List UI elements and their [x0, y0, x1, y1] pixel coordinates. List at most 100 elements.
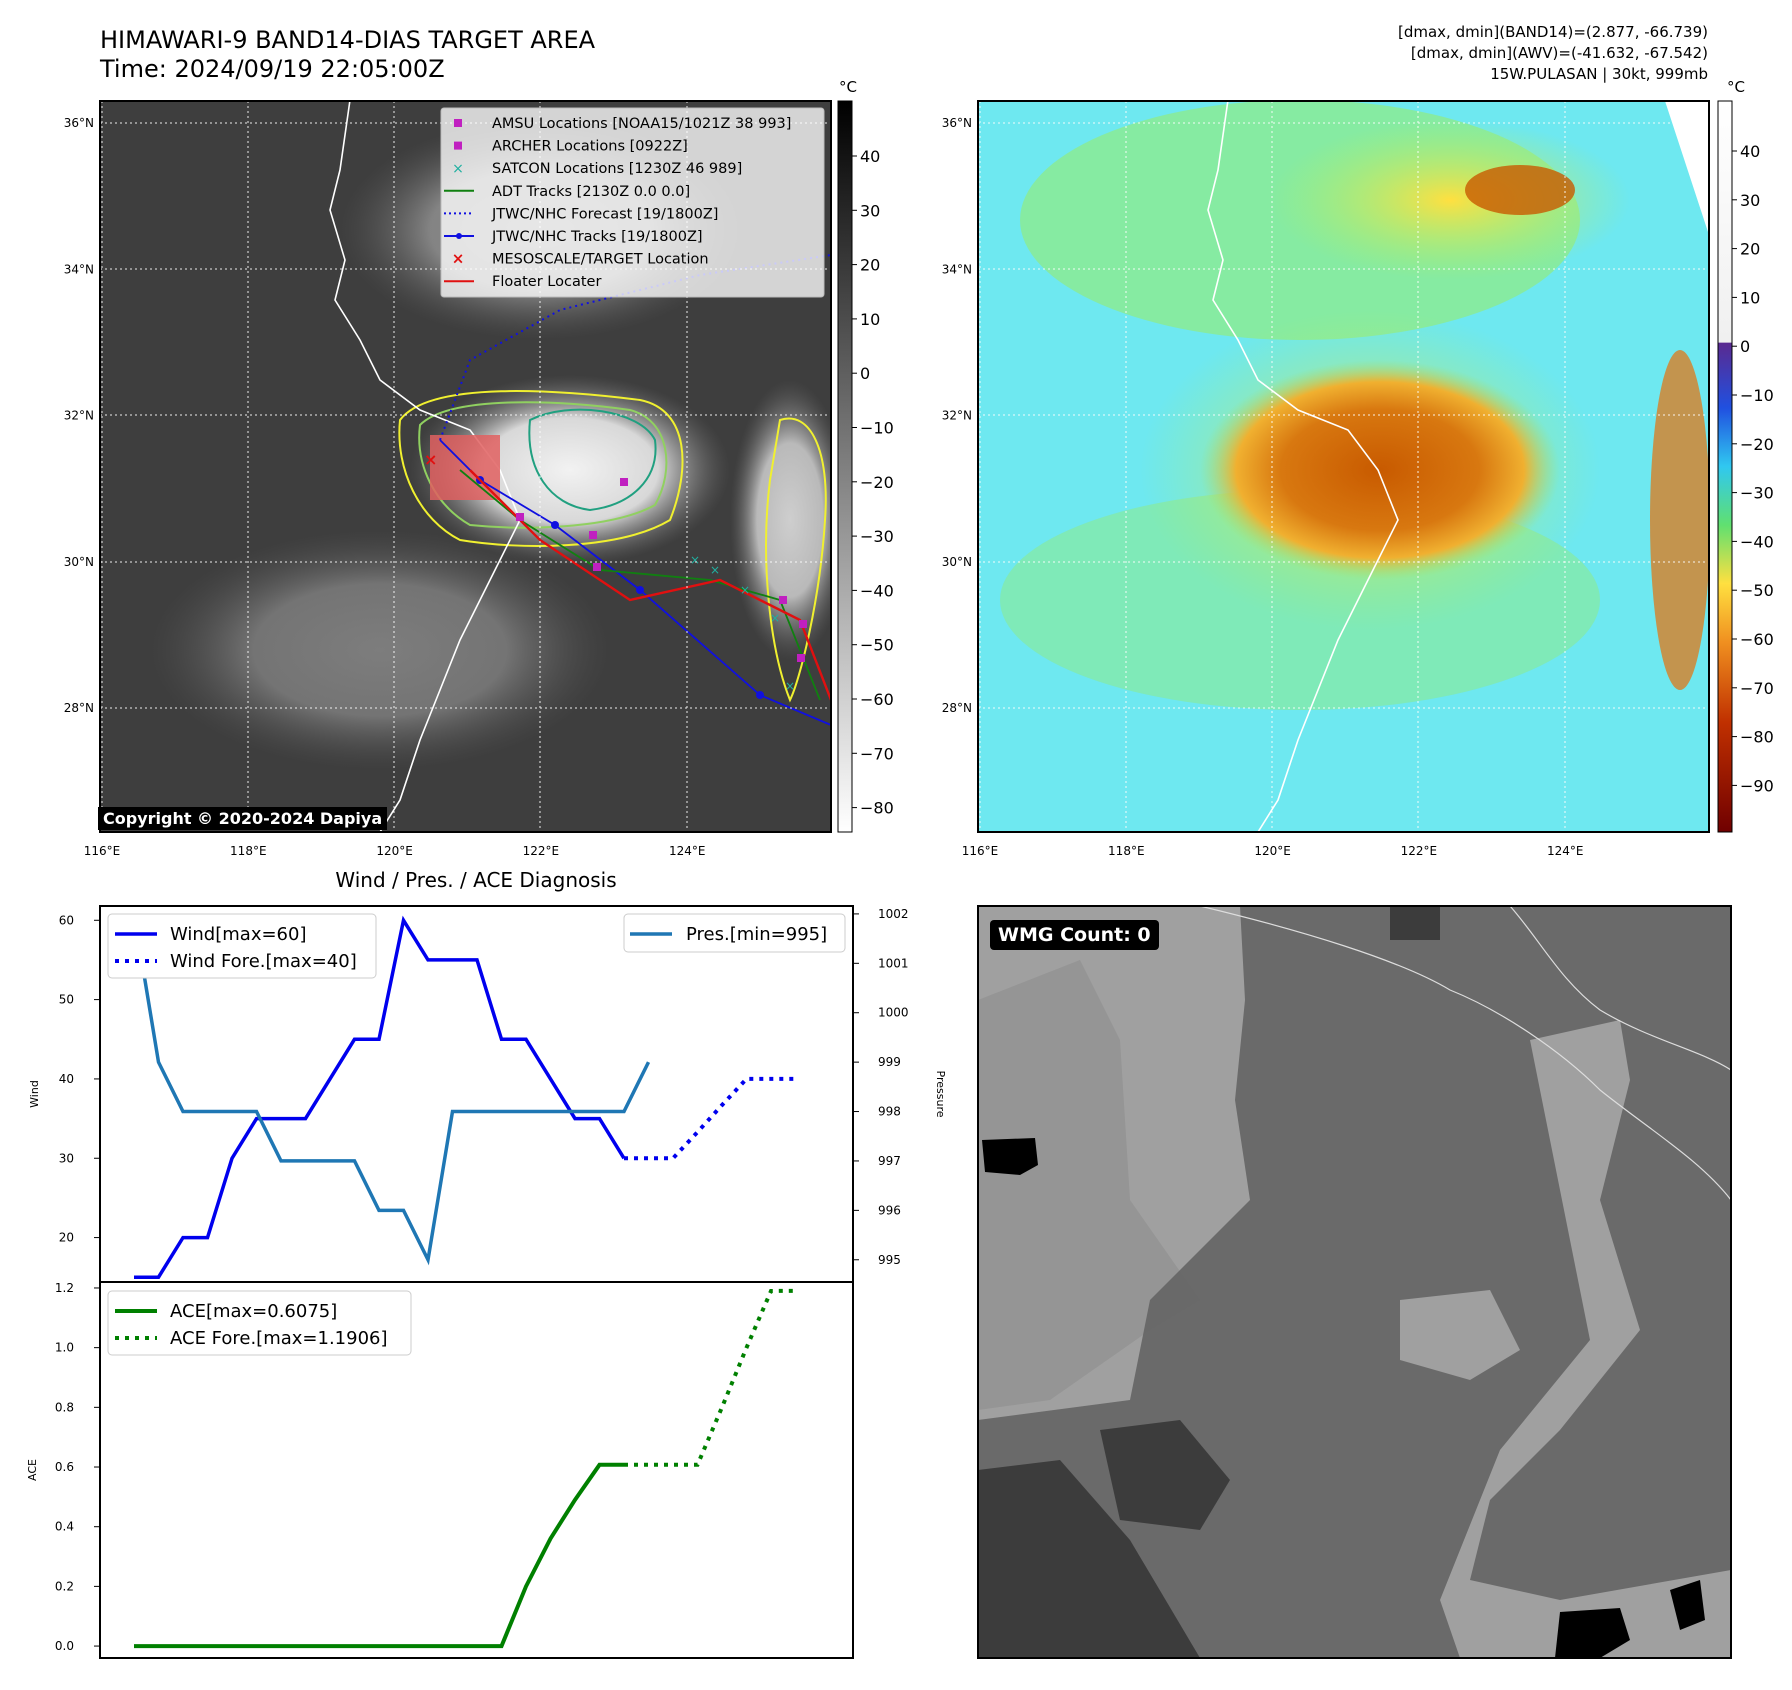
svg-text:×: ×	[690, 553, 700, 567]
ir-cbar-tick-label: −40	[860, 581, 894, 600]
diagnosis-title: Wind / Pres. / ACE Diagnosis	[335, 868, 616, 892]
wind-legend-box	[107, 913, 377, 979]
ir-cbar-tick-label: 0	[860, 364, 870, 383]
pressure-legend-label: Pres.[min=995]	[686, 924, 827, 945]
target-location-marker: ×	[424, 450, 437, 469]
ir-cloud-south	[150, 530, 610, 770]
svg-text:×: ×	[710, 563, 720, 577]
map-lat-label: 36°N	[64, 116, 94, 130]
floater-locater-line	[469, 469, 831, 701]
pressure-tick-label: 1002	[878, 907, 909, 921]
ace-tick-label: 0.0	[55, 1639, 74, 1653]
ace-legend-box	[107, 1290, 412, 1356]
ace-tick-label: 1.0	[55, 1341, 74, 1355]
awv-cbar-tick-label: 0	[1740, 337, 1750, 356]
map-lon-label: 116°E	[962, 844, 999, 858]
ir-cbar-tick-label: −80	[860, 799, 894, 818]
awv-coastline	[1207, 101, 1399, 832]
awv-cbar-tick-label: −20	[1740, 435, 1774, 454]
legend-label-6: MESOSCALE/TARGET Location	[492, 252, 709, 268]
awv-cbar-tick-label: −50	[1740, 581, 1774, 600]
awv-colorbar-ramp	[1717, 100, 1733, 833]
map-lon-label: 118°E	[230, 844, 267, 858]
info-line-3: 15W.PULASAN | 30kt, 999mb	[1490, 65, 1708, 83]
awv-cbar-tick-label: 10	[1740, 288, 1760, 307]
map-lat-label: 30°N	[942, 555, 972, 569]
awv-cbar-tick-label: −90	[1740, 776, 1774, 795]
wmg-region-light-east	[1440, 1020, 1731, 1658]
awv-cell-east	[1650, 350, 1709, 690]
map-lon-label: 116°E	[84, 844, 121, 858]
wmg-region-dark-center	[1100, 1420, 1230, 1530]
map-lat-label: 36°N	[942, 116, 972, 130]
map-lat-label: 34°N	[64, 262, 94, 276]
legend-marker-dot-5	[456, 233, 462, 239]
ir-cbar-tick-label: −70	[860, 744, 894, 763]
ir-cbar-tick-label: 40	[860, 147, 880, 166]
ir-cbar-tick-label: −50	[860, 636, 894, 655]
pressure-tick-label: 997	[878, 1154, 901, 1168]
map-lat-label: 30°N	[64, 555, 94, 569]
awv-cbar-tick-label: −60	[1740, 630, 1774, 649]
awv-cbar-tick-label: −30	[1740, 484, 1774, 503]
wmg-region-black-south	[1555, 1608, 1630, 1658]
wmg-count-badge: WMG Count: 0	[990, 920, 1159, 950]
awv-cell-north	[1465, 165, 1575, 215]
ir-cbar-tick-label: −20	[860, 473, 894, 492]
awv-colorbar-unit: °C	[1727, 78, 1745, 96]
map-lat-label: 34°N	[942, 262, 972, 276]
pressure-tick-label: 995	[878, 1253, 901, 1267]
awv-map-panel	[977, 100, 1710, 833]
wind-forecast-legend-label: Wind Fore.[max=40]	[170, 951, 357, 972]
svg-text:×: ×	[740, 583, 750, 597]
copyright-badge: Copyright © 2020-2024 Dapiya	[98, 807, 388, 830]
pressure-legend: Pres.[min=995]	[623, 913, 846, 953]
wind-pressure-chart: Wind / Pres. / ACE Diagnosis Wind Pressu…	[28, 868, 947, 1283]
wind-tick-label: 30	[59, 1151, 74, 1165]
ace-forecast-line	[624, 1288, 796, 1467]
ace-tick-label: 0.6	[55, 1460, 74, 1474]
legend-marker-0	[454, 119, 462, 127]
ir-cbar-tick-label: 10	[860, 310, 880, 329]
ace-axis-label: ACE	[26, 1459, 39, 1481]
wind-legend: Wind[max=60] Wind Fore.[max=40]	[107, 913, 377, 979]
ir-map-frame	[99, 100, 832, 833]
contour-teal	[528, 408, 657, 512]
map-lon-label: 118°E	[1108, 844, 1145, 858]
map-lon-label: 122°E	[523, 844, 560, 858]
ir-storm-cloud	[410, 375, 730, 565]
awv-no-data	[1665, 101, 1709, 235]
ace-legend-label: ACE[max=0.6075]	[170, 1301, 337, 1322]
map-lon-label: 122°E	[1401, 844, 1438, 858]
legend-label-5: JTWC/NHC Tracks [19/1800Z]	[491, 229, 703, 245]
legend-marker-2: ×	[452, 161, 464, 177]
pressure-tick-label: 1001	[878, 956, 909, 970]
pressure-axis-label: Pressure	[934, 1071, 947, 1118]
wind-tick-label: 20	[59, 1231, 74, 1245]
svg-text:×: ×	[770, 611, 780, 625]
svg-text:×: ×	[785, 679, 795, 693]
ir-cbar-tick-label: −60	[860, 690, 894, 709]
awv-cbar-tick-label: 40	[1740, 142, 1760, 161]
wmg-panel	[977, 905, 1732, 1659]
pressure-series-line	[132, 913, 651, 1266]
legend-label-2: SATCON Locations [1230Z 46 989]	[492, 161, 742, 177]
awv-cbar-tick-label: −80	[1740, 728, 1774, 747]
wmg-coastline-1	[1199, 906, 1731, 1201]
legend-label-1: ARCHER Locations [0922Z]	[492, 139, 688, 155]
ir-colorbar-ramp	[837, 100, 853, 833]
track-legend-box	[440, 107, 825, 298]
ace-tick-label: 0.2	[55, 1579, 74, 1593]
header-info: [dmax, dmin](BAND14)=(2.877, -66.739) [d…	[1398, 22, 1708, 85]
wmg-region-dark-ne	[1390, 906, 1440, 940]
awv-cbar-tick-label: −70	[1740, 679, 1774, 698]
map-lon-label: 124°E	[1547, 844, 1584, 858]
legend-marker-1	[454, 141, 462, 150]
title-line-1: HIMAWARI-9 BAND14-DIAS TARGET AREA	[100, 26, 596, 54]
map-lon-label: 120°E	[376, 844, 413, 858]
wmg-region-black-se	[1670, 1580, 1705, 1630]
info-line-1: [dmax, dmin](BAND14)=(2.877, -66.739)	[1397, 23, 1708, 41]
pressure-tick-label: 1000	[878, 1006, 909, 1020]
ir-map-panel: × × × × × × AMSU Locations [NOAA15/1021Z 38 …	[99, 100, 832, 833]
wind-legend-label: Wind[max=60]	[170, 924, 307, 945]
